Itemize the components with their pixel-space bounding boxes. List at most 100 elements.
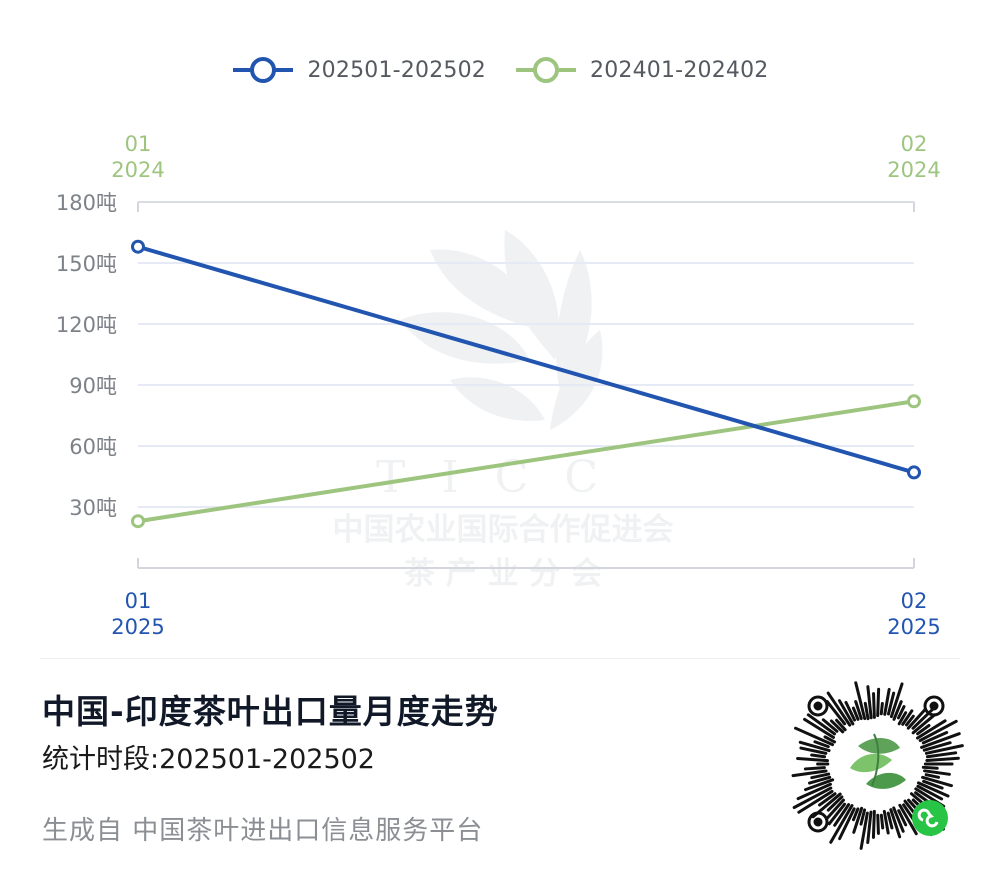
qr-ray	[852, 806, 864, 834]
grid	[138, 201, 914, 508]
qr-ray	[876, 687, 881, 718]
qr-ray	[794, 726, 835, 747]
qr-ray	[798, 740, 831, 753]
qr-ray	[897, 711, 908, 726]
x-tick-label-top-month: 02	[901, 132, 928, 156]
qr-ray	[854, 700, 863, 721]
qr-ray	[859, 811, 869, 850]
qr-ray	[803, 717, 835, 739]
legend: 202501-202502 202401-202402	[0, 50, 1000, 90]
qr-finder-markers	[807, 695, 945, 833]
watermark-org-name: 中国农业国际合作促进会	[333, 512, 674, 548]
series-line	[137, 244, 915, 475]
link-icon	[917, 808, 939, 828]
qr-ray	[829, 804, 854, 844]
qr-ray	[871, 809, 876, 839]
statistics-period: 统计时段:202501-202502	[42, 744, 375, 775]
watermark-branch-name: 茶 产 业 分 会	[404, 556, 602, 592]
legend-item-2024[interactable]: 202401-202402	[514, 55, 769, 85]
x-tick-label-top-year: 2024	[887, 158, 940, 182]
tea-leaf-logo-icon	[850, 733, 906, 789]
legend-item-2025[interactable]: 202501-202502	[231, 55, 486, 85]
x-tick-label-bottom-year: 2025	[887, 615, 940, 639]
qr-ray	[896, 705, 906, 720]
chart-title: 中国-印度茶叶出口量月度走势	[42, 692, 499, 731]
series	[131, 239, 921, 529]
qr-ray	[916, 781, 950, 798]
qr-ray	[804, 778, 835, 792]
qr-ray	[813, 740, 830, 749]
watermark-leaf-logo	[400, 230, 603, 430]
qr-ray	[810, 772, 831, 780]
qr-ray	[879, 702, 884, 716]
qr-ray	[866, 810, 873, 844]
qr-ray	[854, 681, 867, 721]
qr-ray	[921, 731, 949, 745]
qr-ray	[901, 709, 914, 726]
qr-ray	[872, 692, 876, 719]
qr-ray	[844, 700, 857, 722]
qr-ray	[882, 809, 890, 835]
qr-ray	[925, 756, 960, 762]
qr-ray	[837, 699, 855, 726]
qr-ray	[838, 807, 856, 841]
qr-ray	[906, 708, 927, 730]
qr-ray	[821, 718, 839, 733]
qr-ray	[911, 713, 937, 735]
qr-ray	[823, 735, 837, 744]
data-point	[907, 394, 921, 409]
qr-ray	[806, 713, 837, 736]
qr-code-pattern	[791, 681, 964, 850]
qr-ray	[916, 784, 944, 801]
qr-ray	[825, 700, 847, 726]
qr-ray	[827, 802, 847, 826]
qr-ray	[883, 687, 891, 716]
y-tick-label: 180吨	[56, 191, 117, 215]
legend-line-circle-icon	[233, 57, 294, 83]
qr-ray	[916, 719, 947, 740]
qr-ray	[918, 719, 958, 742]
qr-ray	[810, 753, 827, 759]
y-tick-label: 60吨	[69, 435, 117, 459]
qr-ray	[826, 795, 844, 812]
qr-ray	[886, 691, 896, 716]
divider	[40, 658, 960, 659]
qr-ray	[925, 751, 958, 759]
qr-ray	[911, 707, 935, 730]
qr-ray	[879, 813, 885, 830]
qr-ray	[922, 741, 952, 752]
x-tick-label-bottom-year: 2025	[111, 615, 164, 639]
qr-ray	[851, 706, 860, 721]
qr-ray	[892, 806, 905, 833]
qr-ray	[796, 782, 832, 801]
qr-ray	[886, 811, 894, 830]
qr-ray	[825, 798, 845, 821]
qr-ray	[863, 701, 870, 721]
y-tick-label: 120吨	[56, 313, 117, 337]
legend-label: 202501-202502	[307, 57, 486, 83]
x-tick-label-bottom-month: 02	[901, 589, 928, 613]
qr-ray	[859, 808, 867, 826]
x-tick-label-top-year: 2024	[111, 158, 164, 182]
qr-ray	[898, 803, 918, 836]
qr-ray	[889, 682, 904, 719]
mini-program-qr-code[interactable]	[788, 676, 964, 852]
y-tick-label: 90吨	[69, 374, 117, 398]
y-tick-label: 30吨	[69, 496, 117, 520]
data-point	[907, 465, 921, 480]
qr-ray	[799, 746, 828, 755]
qr-ray	[923, 769, 951, 776]
qr-ray	[866, 685, 873, 720]
qr-ray	[791, 769, 828, 778]
data-point	[131, 514, 145, 529]
qr-ray	[803, 766, 826, 771]
qr-ray	[876, 813, 880, 835]
qr-ray	[808, 775, 832, 785]
y-tick-label: 150吨	[56, 252, 117, 276]
watermark: TICC 中国农业国际合作促进会 茶 产 业 分 会	[333, 230, 674, 592]
qr-ray	[833, 803, 851, 827]
qr-ray	[889, 808, 902, 839]
qr-ray	[818, 792, 837, 807]
mini-program-badge-icon	[912, 800, 948, 836]
legend-label: 202401-202402	[590, 57, 769, 83]
